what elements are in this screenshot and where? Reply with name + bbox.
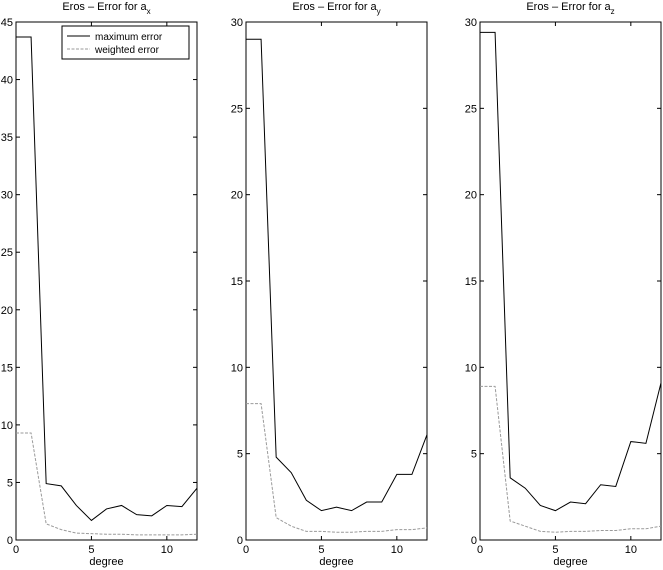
y-tick-label: 30 [465,17,477,29]
series-line-maximum-error [480,31,662,512]
chart-title-subscript: z [611,7,615,16]
chart-title: Eros – Error for ax [62,1,150,16]
plot-frame [479,21,662,541]
y-tick-label: 30 [231,17,243,29]
x-tick-label: 10 [625,544,637,556]
chart-title-text: Eros – Error for a [292,1,377,13]
y-tick-label: 15 [1,362,13,374]
y-tick-label: 30 [1,190,13,202]
chart-title: Eros – Error for ay [292,1,380,16]
y-tick-label: 0 [237,535,243,547]
chart-title-subscript: y [377,7,381,16]
chart-panel-1: 0 5 10 15 20 25 30 0 5 10 degree Eros – Error for a… [231,1,428,568]
y-tick-label: 40 [1,75,13,87]
y-tick-label: 10 [1,420,13,432]
y-tick-label: 5 [7,477,13,489]
x-tick-label: 10 [161,544,173,556]
y-tick-label: 35 [1,132,13,144]
legend: maximum error weighted error [61,25,190,60]
legend-label: weighted error [94,45,160,56]
y-tick-label: 25 [1,247,13,259]
chart-title-text: Eros – Error for a [62,1,147,13]
y-tick-label: 20 [1,305,13,317]
y-tick-label: 5 [471,449,477,461]
x-axis-label: degree [553,556,587,568]
series-line-maximum-error [246,38,428,512]
x-axis-label: degree [89,556,123,568]
series-line-weighted-error [246,403,428,533]
y-tick-label: 10 [465,362,477,374]
series-line-weighted-error [16,432,198,536]
chart-title-text: Eros – Error for a [526,1,611,13]
chart-panel-0: 0 5 10 15 20 25 30 35 40 45 0 5 10 degree Eros – Error… [1,1,198,568]
x-tick-label: 0 [13,544,19,556]
x-tick-label: 0 [243,544,249,556]
chart-title: Eros – Error for az [526,1,614,16]
y-tick-label: 0 [7,535,13,547]
y-tick-label: 45 [1,17,13,29]
y-tick-label: 0 [471,535,477,547]
y-tick-label: 20 [465,190,477,202]
y-tick-label: 15 [465,276,477,288]
y-tick-label: 10 [231,362,243,374]
y-tick-label: 25 [465,103,477,115]
plot-frame [15,21,198,541]
x-axis-label: degree [319,556,353,568]
y-tick-label: 5 [237,449,243,461]
x-tick-label: 10 [391,544,403,556]
chart-title-subscript: x [147,7,151,16]
legend-label: maximum error [95,32,163,43]
series-line-weighted-error [480,385,662,533]
chart-panel-2: 0 5 10 15 20 25 30 0 5 10 degree Eros – Error for a… [465,1,662,568]
legend-box [61,25,190,60]
x-tick-label: 5 [318,544,324,556]
y-tick-label: 25 [231,103,243,115]
y-tick-label: 20 [231,190,243,202]
y-tick-label: 15 [231,276,243,288]
x-tick-label: 0 [477,544,483,556]
x-tick-label: 5 [552,544,558,556]
series-line-maximum-error [16,36,198,522]
x-tick-label: 5 [88,544,94,556]
plot-frame [245,21,428,541]
